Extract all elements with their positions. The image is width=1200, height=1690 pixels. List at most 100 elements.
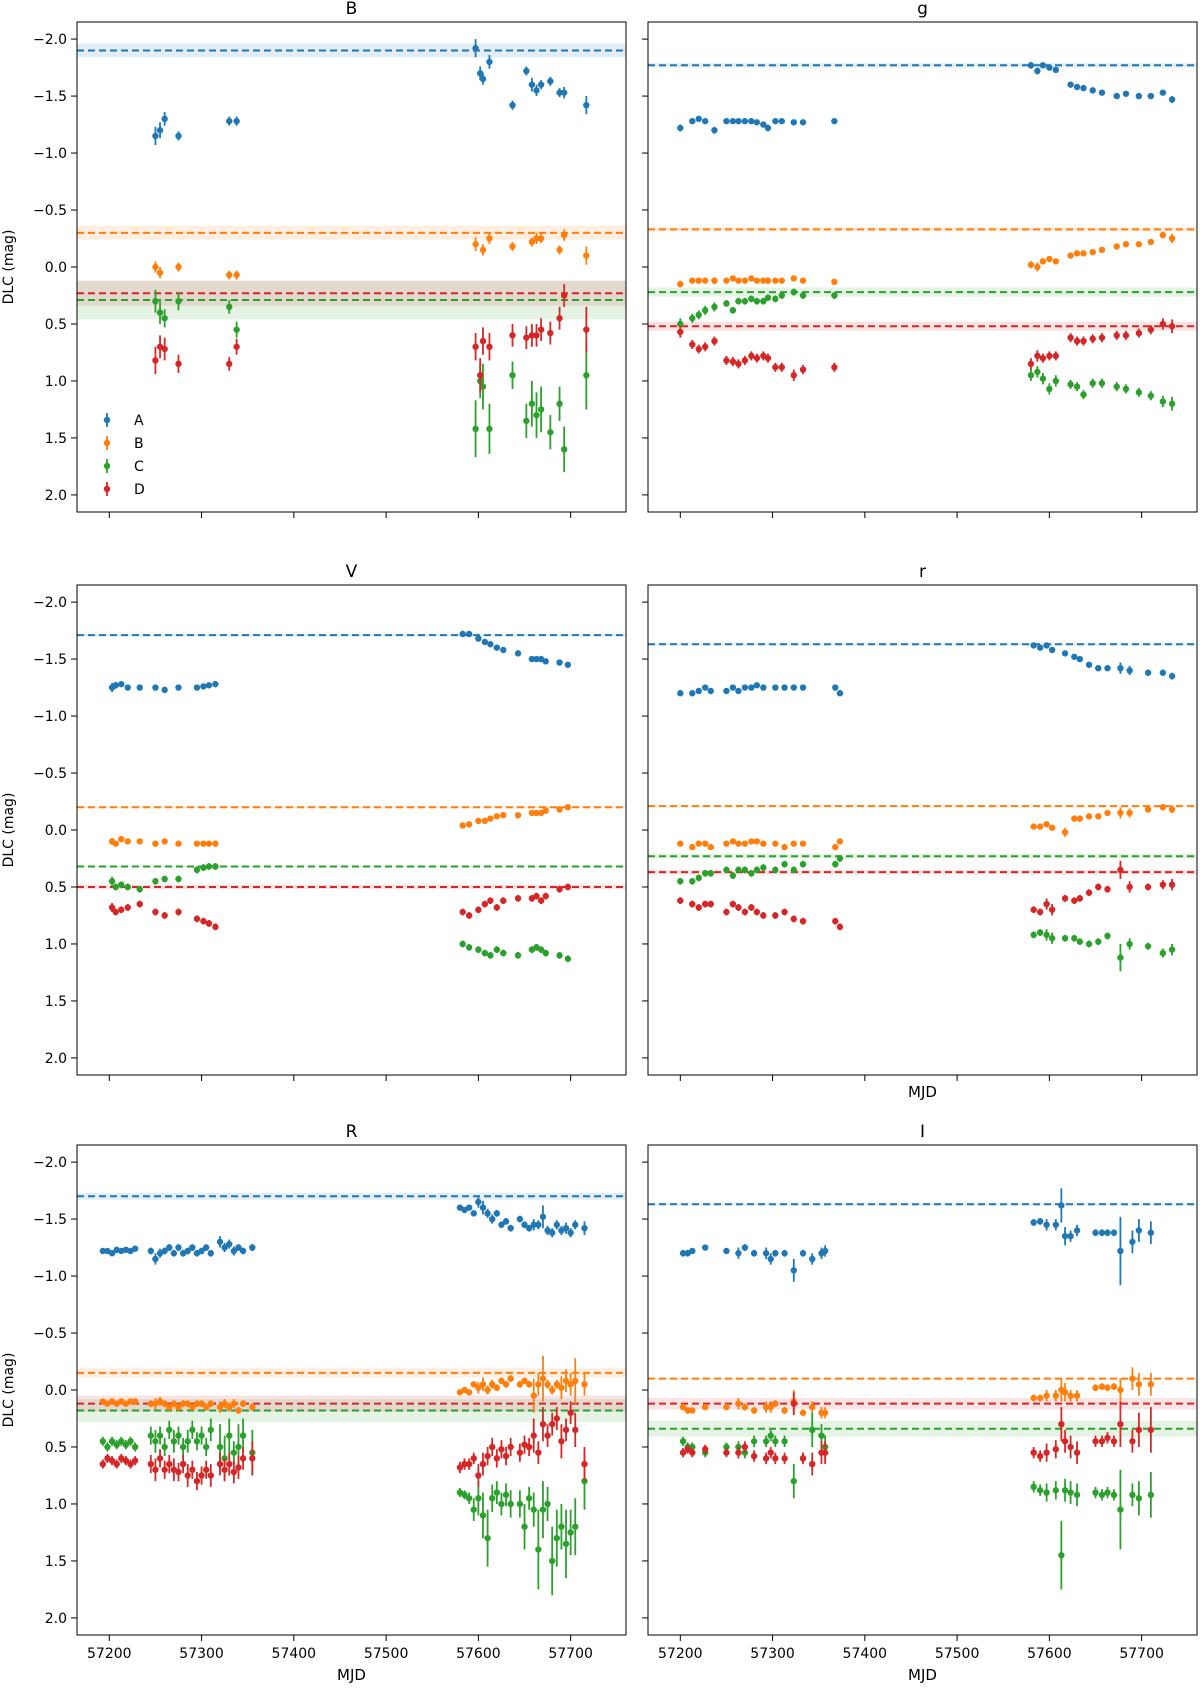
data-point <box>113 1460 120 1468</box>
reference-band-C <box>648 287 1197 297</box>
data-point <box>1159 320 1167 328</box>
data-point <box>809 1426 816 1434</box>
data-point <box>535 1381 542 1388</box>
data-point <box>790 372 797 379</box>
data-point <box>748 684 755 691</box>
data-point <box>1117 1506 1124 1513</box>
data-point <box>147 1247 155 1255</box>
data-point <box>533 332 540 339</box>
y-tick-label: −1.0 <box>33 1269 67 1285</box>
data-point <box>124 883 131 891</box>
data-point <box>689 277 696 284</box>
data-point <box>556 315 563 322</box>
data-point <box>152 263 159 271</box>
x-tick-label: 57600 <box>1027 1646 1072 1662</box>
data-point <box>200 917 207 925</box>
data-point <box>723 908 730 916</box>
data-point <box>539 1506 547 1513</box>
data-point <box>525 1381 533 1388</box>
data-point <box>1159 398 1167 405</box>
data-point <box>118 835 125 843</box>
data-point <box>1067 334 1074 341</box>
data-point <box>1092 1489 1099 1496</box>
data-point <box>753 297 761 305</box>
data-point <box>249 1244 256 1251</box>
data-point <box>166 1244 173 1251</box>
data-point <box>772 117 779 125</box>
data-point <box>1144 669 1152 676</box>
data-point <box>152 908 159 916</box>
y-tick-label: −1.5 <box>33 1212 67 1228</box>
data-point <box>200 840 207 847</box>
data-point <box>498 1500 505 1508</box>
reference-band-D <box>77 1395 626 1412</box>
data-point <box>809 1255 816 1263</box>
data-point <box>556 952 563 959</box>
data-point <box>790 288 797 296</box>
data-point <box>748 870 755 877</box>
data-point <box>161 115 168 123</box>
data-point <box>1058 1420 1065 1428</box>
data-point <box>523 334 530 341</box>
data-point <box>502 1218 510 1225</box>
data-point <box>760 297 767 305</box>
data-point <box>702 870 709 877</box>
y-tick-label: 1.5 <box>45 1554 67 1570</box>
data-point <box>741 357 749 364</box>
data-point <box>216 1403 224 1411</box>
data-point <box>1117 1420 1124 1428</box>
plot-area <box>648 1188 1197 1590</box>
y-tick-label: 1.0 <box>45 937 67 953</box>
data-point <box>523 67 530 75</box>
data-point <box>484 1386 491 1394</box>
data-point <box>562 1377 570 1385</box>
data-point <box>1052 352 1060 360</box>
data-point <box>475 1472 482 1479</box>
data-point <box>741 840 749 847</box>
data-point <box>489 1381 496 1388</box>
y-tick-label: −0.5 <box>33 766 67 782</box>
data-point <box>544 1500 551 1508</box>
data-point <box>1135 329 1143 337</box>
data-point <box>790 1477 797 1485</box>
data-point <box>500 949 507 957</box>
data-point <box>472 45 479 52</box>
data-point <box>1058 1552 1065 1559</box>
data-point <box>760 121 767 128</box>
data-point <box>112 840 119 847</box>
data-point <box>760 840 767 847</box>
data-point <box>131 1245 139 1252</box>
data-point <box>1043 821 1050 828</box>
data-point <box>166 1403 173 1411</box>
data-point <box>108 1250 116 1257</box>
data-point <box>695 345 702 353</box>
data-point <box>530 1221 537 1228</box>
data-point <box>1043 931 1050 939</box>
data-point <box>729 117 737 125</box>
data-point <box>741 1443 749 1451</box>
data-point <box>127 1438 134 1445</box>
data-point <box>781 843 788 851</box>
y-tick-label: −2.0 <box>33 595 67 611</box>
data-point <box>212 840 219 847</box>
data-point <box>193 1400 201 1407</box>
data-point <box>127 1398 134 1405</box>
data-point <box>1168 672 1176 680</box>
data-point <box>702 343 709 350</box>
data-point <box>1135 1426 1143 1434</box>
data-point <box>1039 258 1047 265</box>
data-point <box>702 117 709 125</box>
data-point <box>1052 66 1060 74</box>
reference-band-C <box>77 865 626 868</box>
data-point <box>184 1247 191 1255</box>
data-point <box>205 840 213 847</box>
data-point <box>735 1250 742 1257</box>
data-point <box>723 117 730 125</box>
data-point <box>1080 337 1087 345</box>
data-point <box>548 1229 556 1236</box>
data-point <box>479 337 487 345</box>
data-point <box>790 840 797 847</box>
x-tick-label: 57200 <box>87 1646 132 1662</box>
data-point <box>831 292 838 299</box>
data-point <box>459 630 466 638</box>
